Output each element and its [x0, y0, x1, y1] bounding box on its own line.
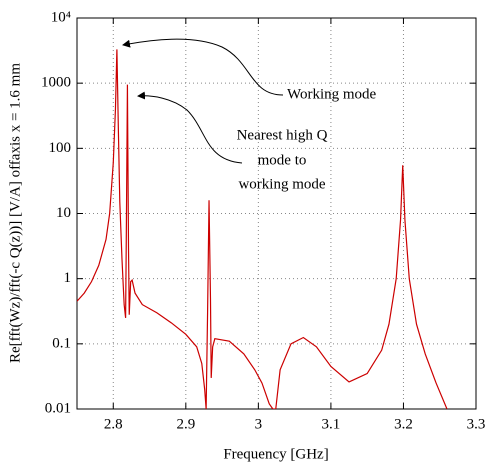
- x-axis-label: Frequency [GHz]: [223, 446, 328, 462]
- y-axis-label: Re[fft(Wz)/fft(-c Q(z))] [V/A] offaxis x…: [7, 63, 23, 363]
- y-tick-label: 10⁴: [51, 9, 71, 25]
- x-tick-label: 2.8: [104, 416, 123, 432]
- x-tick-label: 2.9: [176, 416, 195, 432]
- y-tick-label: 0.01: [45, 400, 71, 416]
- x-tick-label: 3.2: [394, 416, 413, 432]
- arrow: [122, 38, 284, 96]
- annotation: working mode: [238, 176, 325, 192]
- arrow: [137, 91, 243, 164]
- y-tick-label: 1: [64, 270, 72, 286]
- y-tick-label: 1000: [41, 75, 71, 91]
- data-line: [77, 49, 448, 409]
- x-tick-label: 3.1: [322, 416, 341, 432]
- y-tick-label: 100: [49, 140, 72, 156]
- annotation: Working mode: [287, 86, 377, 102]
- annotation: Nearest high Q: [237, 127, 328, 143]
- x-tick-label: 3: [255, 416, 263, 432]
- y-tick-label: 0.1: [52, 335, 71, 351]
- y-tick-label: 10: [56, 205, 71, 221]
- x-tick-label: 3.3: [467, 416, 486, 432]
- plot-frame: [76, 17, 477, 410]
- annotation: mode to: [258, 152, 307, 168]
